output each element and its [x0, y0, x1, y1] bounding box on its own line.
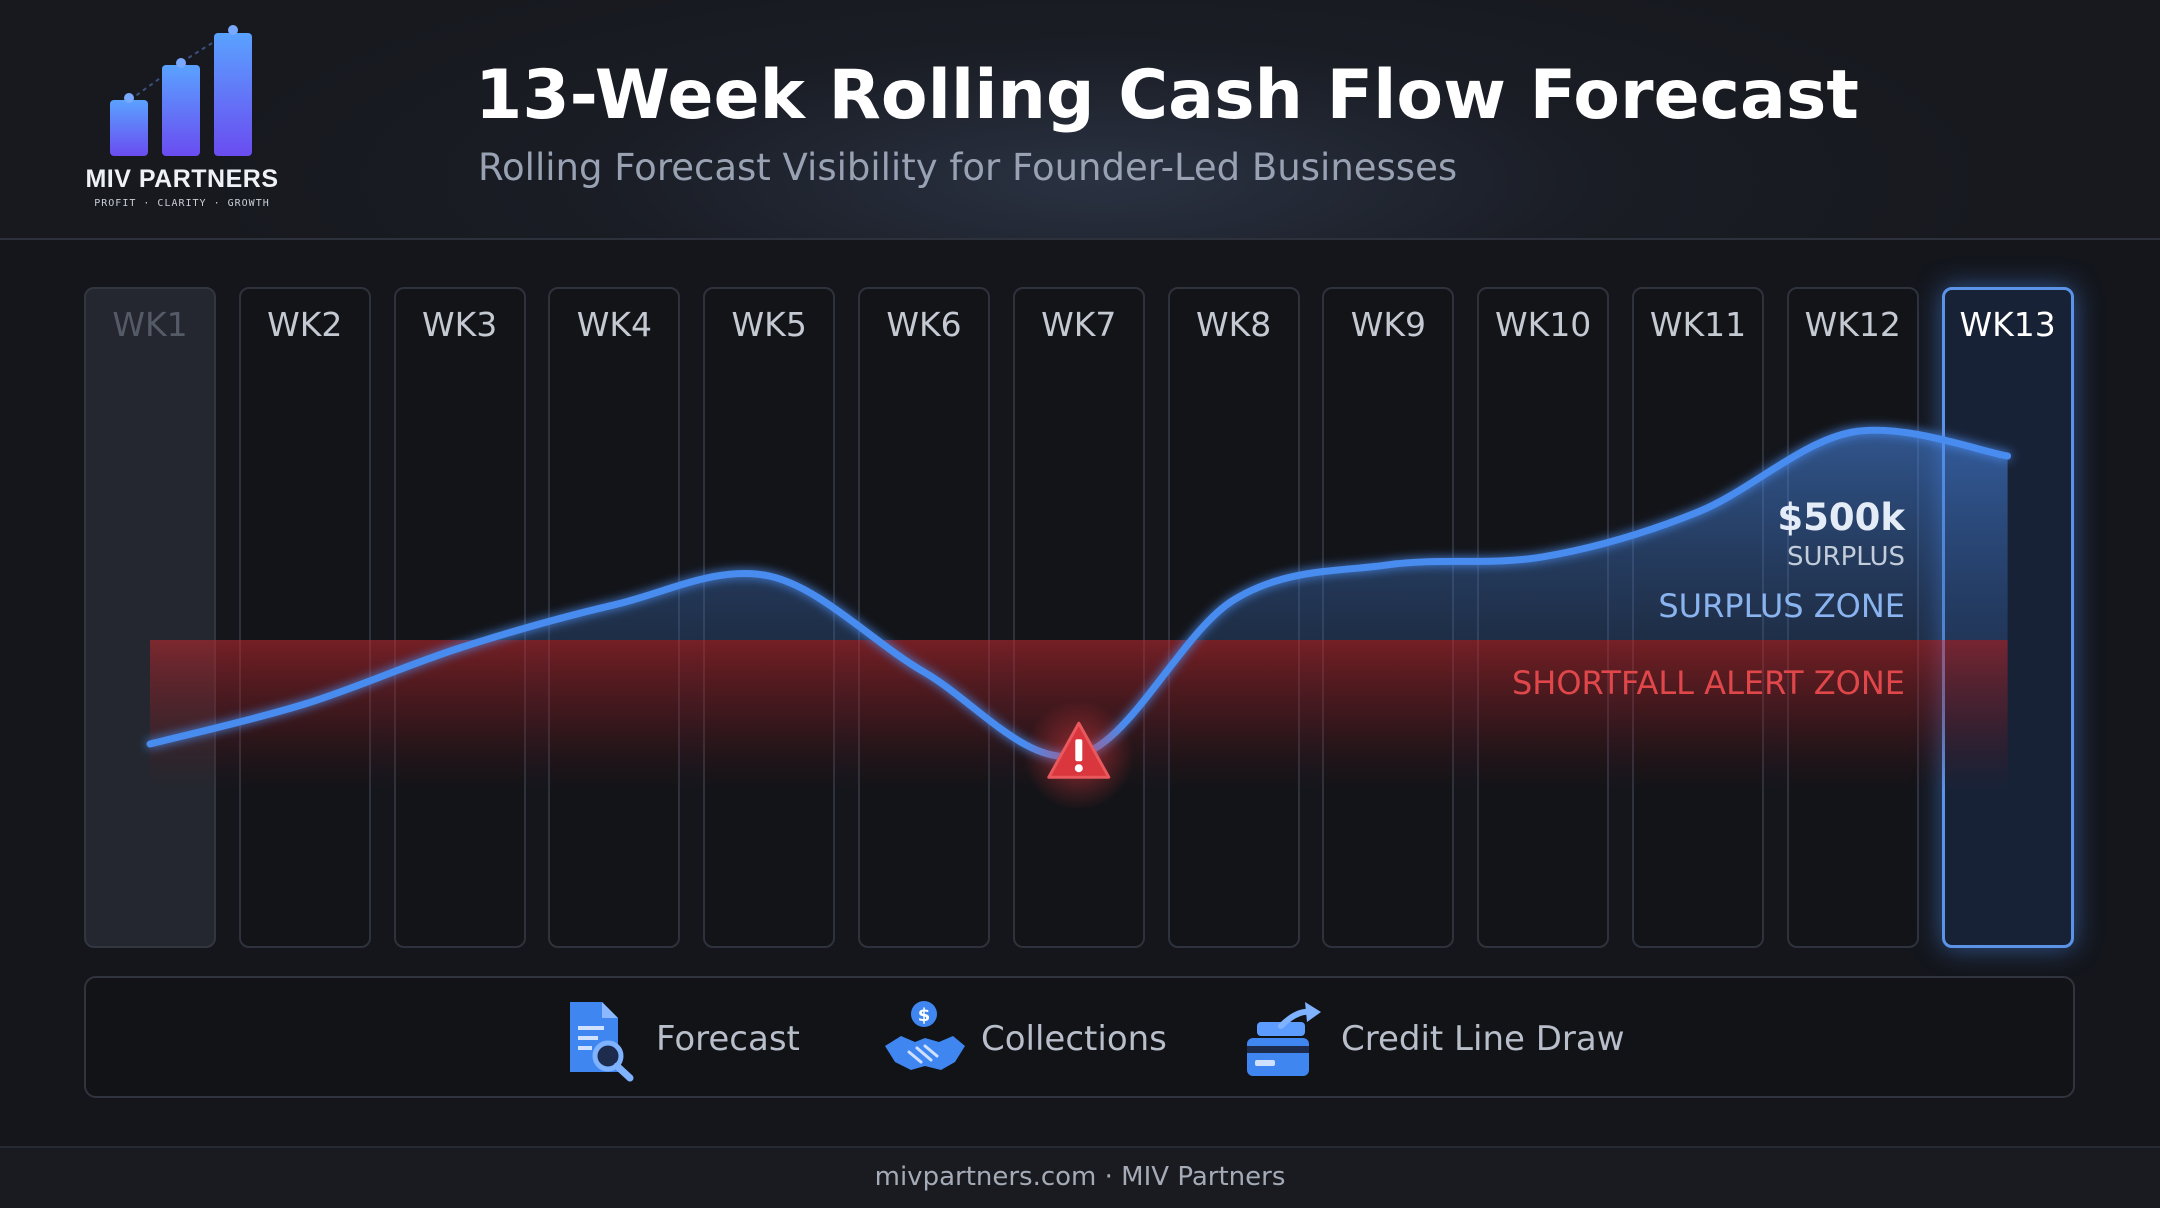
tick-label-wk8: WK8 — [1195, 305, 1272, 344]
tick-label-wk12: WK12 — [1804, 305, 1901, 344]
surplus-value: $500k — [1777, 496, 1905, 539]
surplus-zone-label: SURPLUS ZONE — [1658, 587, 1905, 625]
week-column-wk8[interactable] — [1167, 287, 1300, 948]
tick-label-wk2: WK2 — [267, 305, 343, 344]
week-column-wk9[interactable] — [1322, 287, 1455, 948]
tick-label-wk3: WK3 — [421, 305, 498, 344]
handshake-dollar-icon: $ — [885, 1001, 965, 1070]
legend-label-forecast: Forecast — [656, 1019, 800, 1059]
tick-label-wk1: WK1 — [112, 305, 188, 344]
legend-item-credit-line: Credit Line Draw — [1241, 978, 1625, 1100]
week-column-wk4[interactable] — [548, 287, 681, 948]
surplus-label: SURPLUS — [1786, 542, 1905, 572]
page-subtitle: Rolling Forecast Visibility for Founder-… — [478, 146, 1458, 189]
tick-label-wk6: WK6 — [886, 305, 962, 344]
week-column-wk13[interactable] — [1941, 287, 2074, 948]
legend-label-collections: Collections — [981, 1019, 1167, 1059]
week-column-wk7[interactable] — [1012, 287, 1145, 948]
tick-label-wk11: WK11 — [1649, 305, 1747, 344]
week-column-wk6[interactable] — [858, 287, 990, 948]
legend: Forecast $ Collections Credit Line Draw — [84, 976, 2075, 1098]
brand-tagline: PROFIT · CLARITY · GROWTH — [94, 198, 270, 209]
page-title: 13-Week Rolling Cash Flow Forecast — [475, 56, 1859, 135]
week-column-wk10[interactable] — [1477, 287, 1610, 948]
logo-bar-chart-icon — [110, 25, 252, 156]
shortfall-zone-label: SHORTFALL ALERT ZONE — [1511, 664, 1905, 702]
tick-label-wk4: WK4 — [576, 305, 653, 344]
brand-name: MIV PARTNERS — [85, 165, 279, 193]
legend-item-collections: $ Collections — [881, 978, 1167, 1100]
svg-text:$: $ — [918, 1005, 931, 1026]
legend-label-credit-line: Credit Line Draw — [1341, 1019, 1625, 1059]
week-column-wk2[interactable] — [238, 287, 371, 948]
credit-card-arrow-icon — [1247, 1002, 1321, 1076]
tick-label-wk5: WK5 — [731, 305, 807, 344]
tick-label-wk9: WK9 — [1350, 305, 1427, 344]
legend-item-forecast: Forecast — [556, 978, 800, 1100]
tick-label-wk7: WK7 — [1041, 305, 1117, 344]
week-column-wk5[interactable] — [703, 287, 836, 948]
week-column-wk3[interactable] — [393, 287, 526, 948]
header: MIV PARTNERS PROFIT · CLARITY · GROWTH 1… — [0, 0, 2160, 240]
tick-label-wk13: WK13 — [1959, 305, 2056, 344]
document-search-icon — [570, 1002, 634, 1082]
footer: mivpartners.com · MIV Partners — [0, 1146, 2160, 1208]
week-column-wk1[interactable] — [84, 287, 216, 948]
tick-label-wk10: WK10 — [1495, 305, 1592, 344]
